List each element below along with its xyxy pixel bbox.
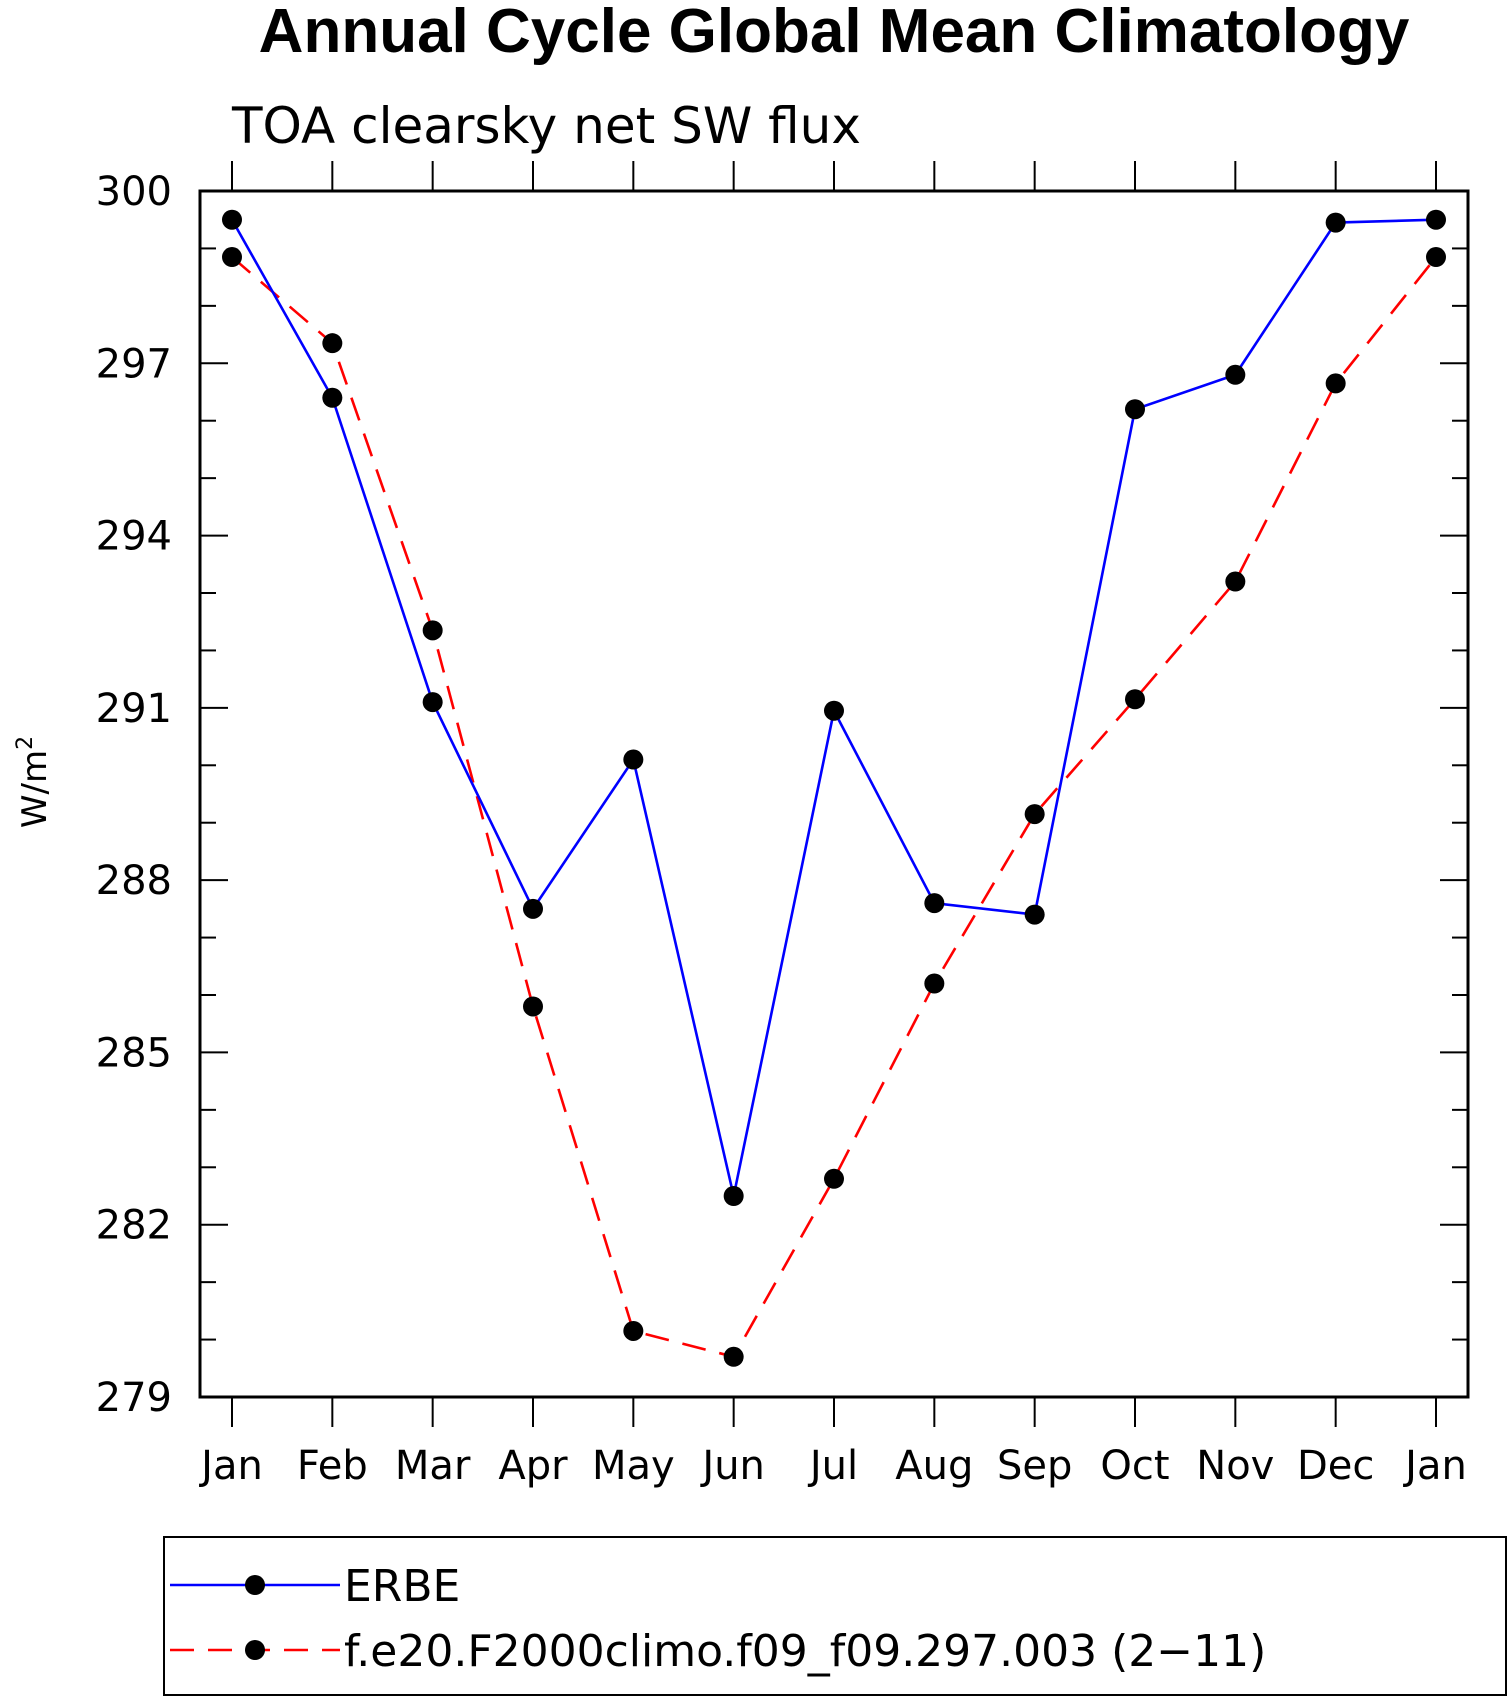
x-tick-labels: Jan Feb Mar Apr May Jun Jul Aug Sep Oct Nov Dec Jan	[198, 1443, 1467, 1489]
legend-label: ERBE	[344, 1561, 460, 1612]
legend-item: ERBE	[170, 1561, 460, 1612]
legend-label: f.e20.F2000climo.f09_f09.297.003 (2−11)	[344, 1626, 1266, 1677]
y-tick-label: 288	[96, 858, 172, 904]
series-point	[1024, 804, 1045, 825]
series-point	[1325, 373, 1346, 394]
y-tick-label: 282	[96, 1203, 172, 1249]
series-point	[623, 1320, 644, 1341]
series-point	[623, 749, 644, 770]
y-tick-label: 291	[96, 686, 172, 732]
series-point	[523, 898, 543, 919]
y-tick-label: 294	[96, 514, 172, 560]
series-1	[222, 209, 1446, 1206]
series-point	[723, 1346, 744, 1367]
legend-marker	[245, 1640, 265, 1660]
y-axis-label-text: W/m	[15, 750, 55, 828]
series-point	[222, 209, 242, 230]
x-tick-label: Apr	[498, 1443, 568, 1489]
series-point	[523, 996, 543, 1017]
series-point	[1225, 364, 1246, 385]
svg-text:W/m2: W/m2	[13, 736, 55, 828]
x-tick-label: Jan	[1402, 1443, 1467, 1489]
series-point	[222, 247, 242, 268]
y-tick-label: 279	[96, 1375, 172, 1421]
x-tick-label: Oct	[1100, 1443, 1169, 1489]
series-point	[422, 620, 443, 641]
series-2	[222, 247, 1446, 1367]
chart-subtitle: TOA clearsky net SW flux	[231, 97, 861, 155]
series-point	[422, 692, 443, 713]
series-point	[824, 700, 844, 721]
series-point	[1426, 209, 1446, 230]
x-tick-label: Sep	[997, 1443, 1072, 1489]
x-tick-label: Jun	[699, 1443, 765, 1489]
y-tick-label: 300	[96, 169, 172, 215]
series-line	[231, 256, 1438, 1359]
x-tick-label: Dec	[1297, 1443, 1374, 1489]
series-point	[924, 893, 945, 914]
series-layer	[222, 209, 1446, 1367]
series-point	[1426, 247, 1446, 268]
y-tick-label: 297	[96, 341, 172, 387]
series-point	[322, 333, 343, 354]
series-point	[1125, 399, 1145, 420]
legend: ERBE f.e20.F2000climo.f09_f09.297.003 (2−…	[170, 1561, 1266, 1677]
legend-item: f.e20.F2000climo.f09_f09.297.003 (2−11)	[170, 1626, 1266, 1677]
series-point	[322, 387, 343, 408]
series-point	[723, 1186, 744, 1206]
series-point	[924, 973, 945, 994]
x-tick-label: Nov	[1196, 1443, 1274, 1489]
plot-frame	[198, 189, 1470, 1399]
x-tick-label: Jan	[198, 1443, 263, 1489]
x-tick-label: Feb	[297, 1443, 368, 1489]
series-point	[1225, 571, 1246, 592]
x-tick-label: Jul	[807, 1443, 858, 1489]
x-tick-label: Mar	[395, 1443, 471, 1489]
y-tick-label: 285	[96, 1030, 172, 1076]
series-point	[1024, 904, 1045, 925]
legend-box	[163, 1536, 1507, 1696]
y-tick-labels: 279 282 285 288 291 294 297 300	[96, 169, 172, 1421]
chart-title: Annual Cycle Global Mean Climatology	[259, 0, 1410, 66]
y-axis-label: W/m2	[13, 736, 55, 828]
series-point	[824, 1168, 844, 1189]
legend-marker	[245, 1575, 265, 1595]
series-point	[1325, 212, 1346, 233]
x-tick-label: May	[592, 1443, 675, 1489]
series-point	[1125, 689, 1145, 710]
axis-ticks	[200, 161, 1468, 1427]
y-axis-label-superscript: 2	[13, 736, 38, 750]
x-tick-label: Aug	[895, 1443, 973, 1489]
